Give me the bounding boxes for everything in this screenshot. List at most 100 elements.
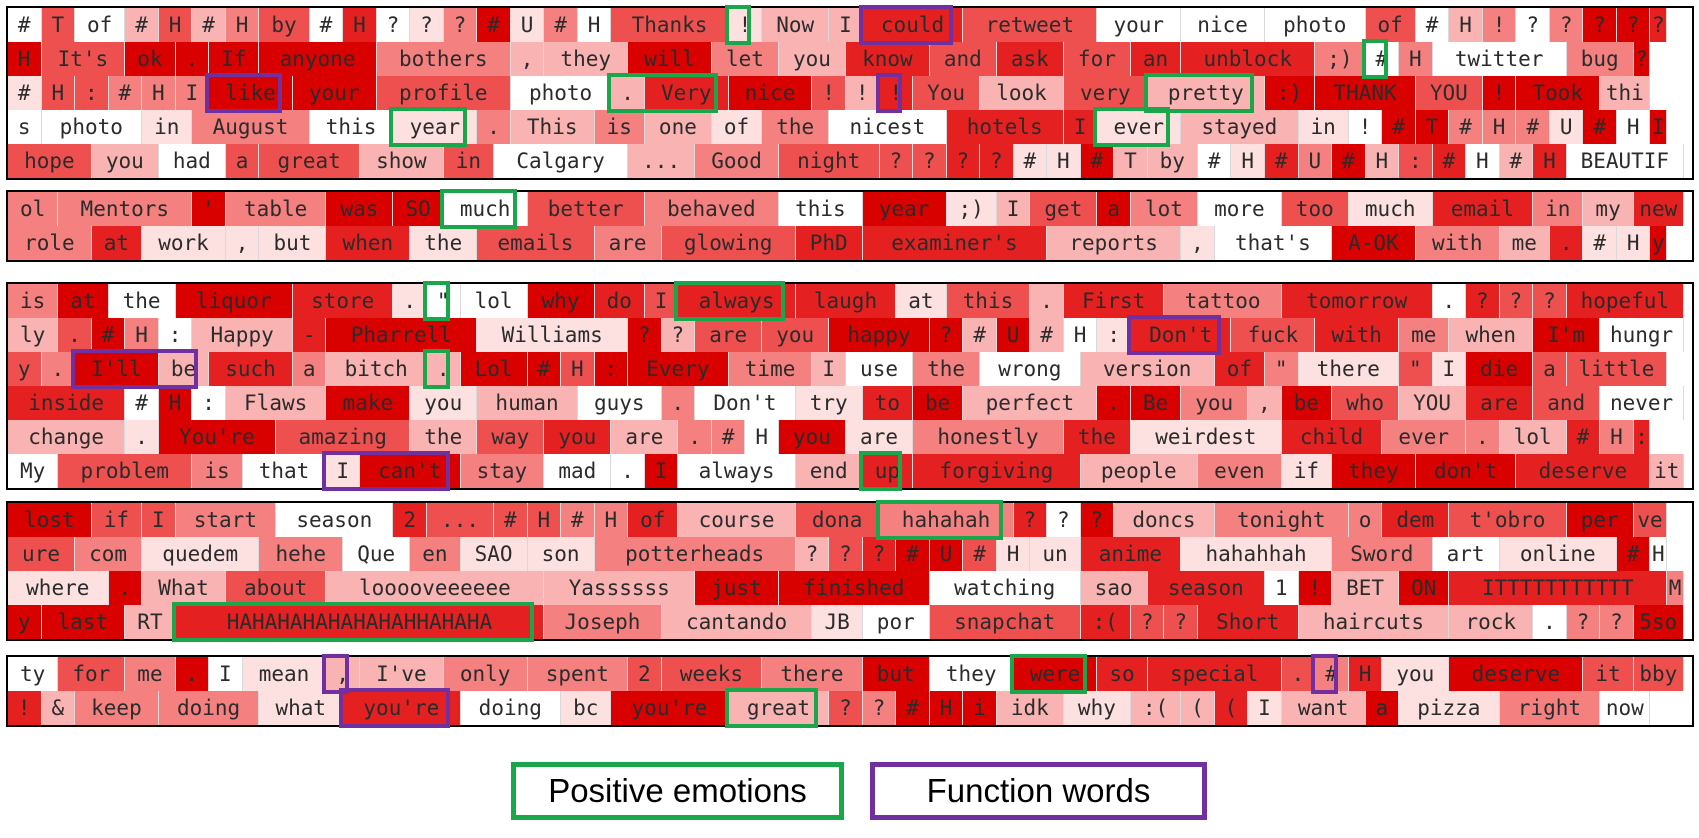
token-cell: get xyxy=(1030,192,1098,226)
token-cell: sao xyxy=(1080,571,1148,605)
text-row: ! & keep doing what you're doing bc you're great?… xyxy=(8,691,1692,725)
token-cell: last xyxy=(41,605,126,639)
token-cell: I xyxy=(175,76,210,110)
token-cell: , xyxy=(1181,226,1215,260)
token-cell: Mentors xyxy=(58,192,193,226)
token-cell: hahahhah xyxy=(1181,537,1333,571)
token-cell: . xyxy=(611,454,645,488)
token-cell: I xyxy=(326,454,360,488)
token-cell: un xyxy=(1030,537,1081,571)
token-cell: Sword xyxy=(1332,537,1433,571)
token-cell: human xyxy=(477,386,578,420)
token-cell: much xyxy=(1348,192,1433,226)
token-cell: much xyxy=(443,192,528,226)
token-cell: doing xyxy=(460,691,562,725)
token-cell: H xyxy=(527,503,562,537)
token-cell: Que xyxy=(343,537,411,571)
token-cell: weeks xyxy=(661,657,763,691)
token-cell: photo xyxy=(510,76,612,110)
token-cell: August xyxy=(192,110,310,144)
token-cell: a xyxy=(1365,691,1400,725)
token-cell: twitter xyxy=(1432,42,1567,76)
token-cell: hotels xyxy=(946,110,1064,144)
token-cell: doncs xyxy=(1114,503,1215,537)
token-cell: pretty xyxy=(1147,76,1265,110)
token-cell: work xyxy=(142,226,226,260)
token-cell: H xyxy=(594,503,629,537)
token-cell: son xyxy=(527,537,595,571)
token-cell: the xyxy=(913,352,981,386)
token-cell: change xyxy=(8,420,126,454)
token-cell: U xyxy=(510,8,545,42)
token-cell: . xyxy=(1030,284,1064,318)
token-cell: but xyxy=(862,657,930,691)
text-row: hope you had a great show in Calgary... Good nigh… xyxy=(8,144,1692,178)
token-cell: reports xyxy=(1047,226,1182,260)
token-cell: of xyxy=(1365,8,1416,42)
token-cell: an xyxy=(1130,42,1182,76)
token-cell: even xyxy=(1197,454,1282,488)
token-cell: # xyxy=(1449,110,1483,144)
token-cell: : xyxy=(192,386,226,420)
token-cell: Very xyxy=(644,76,729,110)
token-cell: for xyxy=(1063,42,1131,76)
token-cell: Be xyxy=(1130,386,1182,420)
token-cell: you xyxy=(778,420,846,454)
token-cell: amazing xyxy=(276,420,411,454)
token-cell: hopeful xyxy=(1566,284,1684,318)
token-cell: ? xyxy=(376,8,411,42)
token-cell: forgiving xyxy=(913,454,1081,488)
token-cell: # xyxy=(192,8,226,42)
token-cell: ? xyxy=(879,144,914,178)
token-cell: # xyxy=(8,76,42,110)
token-cell: this xyxy=(309,110,394,144)
token-cell: in xyxy=(142,110,193,144)
token-cell: Short xyxy=(1197,605,1299,639)
token-cell: special xyxy=(1147,657,1282,691)
token-cell: # xyxy=(91,318,126,352)
text-row: y last RT HAHAHAHAHAHAHAHHAHAHA Joseph cantan… xyxy=(8,605,1692,639)
token-cell: more xyxy=(1197,192,1282,226)
token-cell: anime xyxy=(1080,537,1182,571)
token-cell: quedem xyxy=(142,537,260,571)
token-cell: you xyxy=(410,386,478,420)
token-cell: you xyxy=(1181,386,1249,420)
token-cell: ! xyxy=(1482,76,1517,110)
token-cell: ? xyxy=(410,8,444,42)
token-cell: H xyxy=(158,386,193,420)
token-cell: little xyxy=(1566,352,1668,386)
token-cell: . xyxy=(427,352,461,386)
token-cell: you xyxy=(778,42,846,76)
token-cell: If xyxy=(209,42,260,76)
token-cell: 2 xyxy=(393,503,427,537)
token-cell: ? xyxy=(1047,503,1081,537)
token-cell: mean xyxy=(242,657,327,691)
token-cell: ? xyxy=(829,537,863,571)
token-cell: laugh xyxy=(795,284,897,318)
token-cell: bug xyxy=(1566,42,1634,76)
token-cell: when xyxy=(1449,318,1534,352)
token-cell: ? xyxy=(1633,42,1651,76)
token-cell: by xyxy=(259,8,310,42)
token-cell: thi xyxy=(1600,76,1651,110)
token-cell: What xyxy=(142,571,226,605)
token-cell: when xyxy=(326,226,411,260)
token-cell: ? xyxy=(980,144,1014,178)
token-cell: YOU xyxy=(1415,76,1483,110)
token-cell: at xyxy=(58,284,109,318)
text-panel-2: ol Mentors ' table was SO much better behaved thi… xyxy=(6,189,1694,262)
token-cell: spent xyxy=(527,657,629,691)
token-cell: new xyxy=(1633,192,1684,226)
token-cell: # xyxy=(896,537,930,571)
token-cell: but xyxy=(259,226,327,260)
token-cell: will xyxy=(628,42,712,76)
token-cell: ol xyxy=(8,192,59,226)
token-cell: # xyxy=(1583,110,1617,144)
token-cell: about xyxy=(225,571,327,605)
token-cell: keep xyxy=(75,691,159,725)
token-cell: # xyxy=(494,503,528,537)
token-cell: of xyxy=(1214,352,1265,386)
